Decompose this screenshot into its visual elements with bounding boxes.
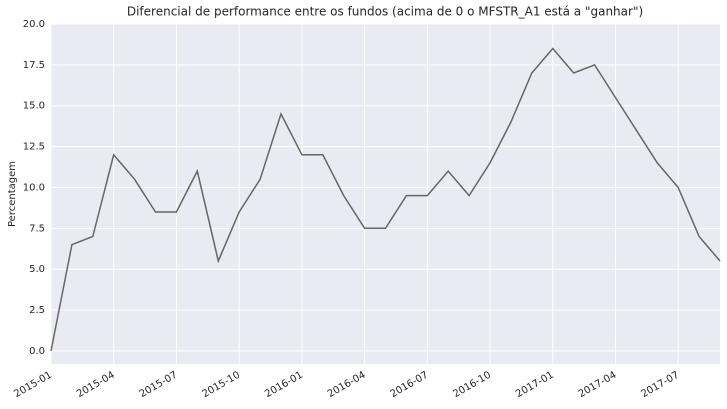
x-tick-label: 2015-01: [12, 370, 54, 400]
y-tick-label: 10.0: [23, 182, 45, 193]
x-tick-label: 2015-10: [200, 370, 242, 400]
x-tick-label: 2017-01: [514, 370, 556, 400]
y-tick-label: 2.5: [29, 305, 45, 316]
x-tick-label: 2016-10: [451, 370, 493, 400]
data-line: [50, 47, 721, 352]
plot-area: [51, 24, 720, 364]
x-tick-label: 2016-04: [326, 370, 368, 400]
x-tick-label: 2016-07: [389, 370, 431, 400]
y-tick-label: 17.5: [23, 60, 45, 71]
chart-title: Diferencial de performance entre os fund…: [127, 5, 643, 19]
x-tick-label: 2016-01: [263, 370, 305, 400]
x-tick-label: 2015-07: [138, 370, 180, 400]
x-tick-label: 2015-04: [75, 370, 117, 400]
x-tick-label: 2017-04: [577, 370, 619, 400]
y-tick-label: 20.0: [23, 19, 45, 30]
x-tick-label: 2017-07: [639, 370, 681, 400]
y-tick-label: 15.0: [23, 101, 45, 112]
y-tick-label: 5.0: [29, 264, 45, 275]
y-tick-label: 12.5: [23, 142, 45, 153]
y-tick-label: 7.5: [29, 223, 45, 234]
y-axis-label: Percentagem: [7, 161, 18, 227]
y-tick-label: 0.0: [29, 346, 45, 357]
